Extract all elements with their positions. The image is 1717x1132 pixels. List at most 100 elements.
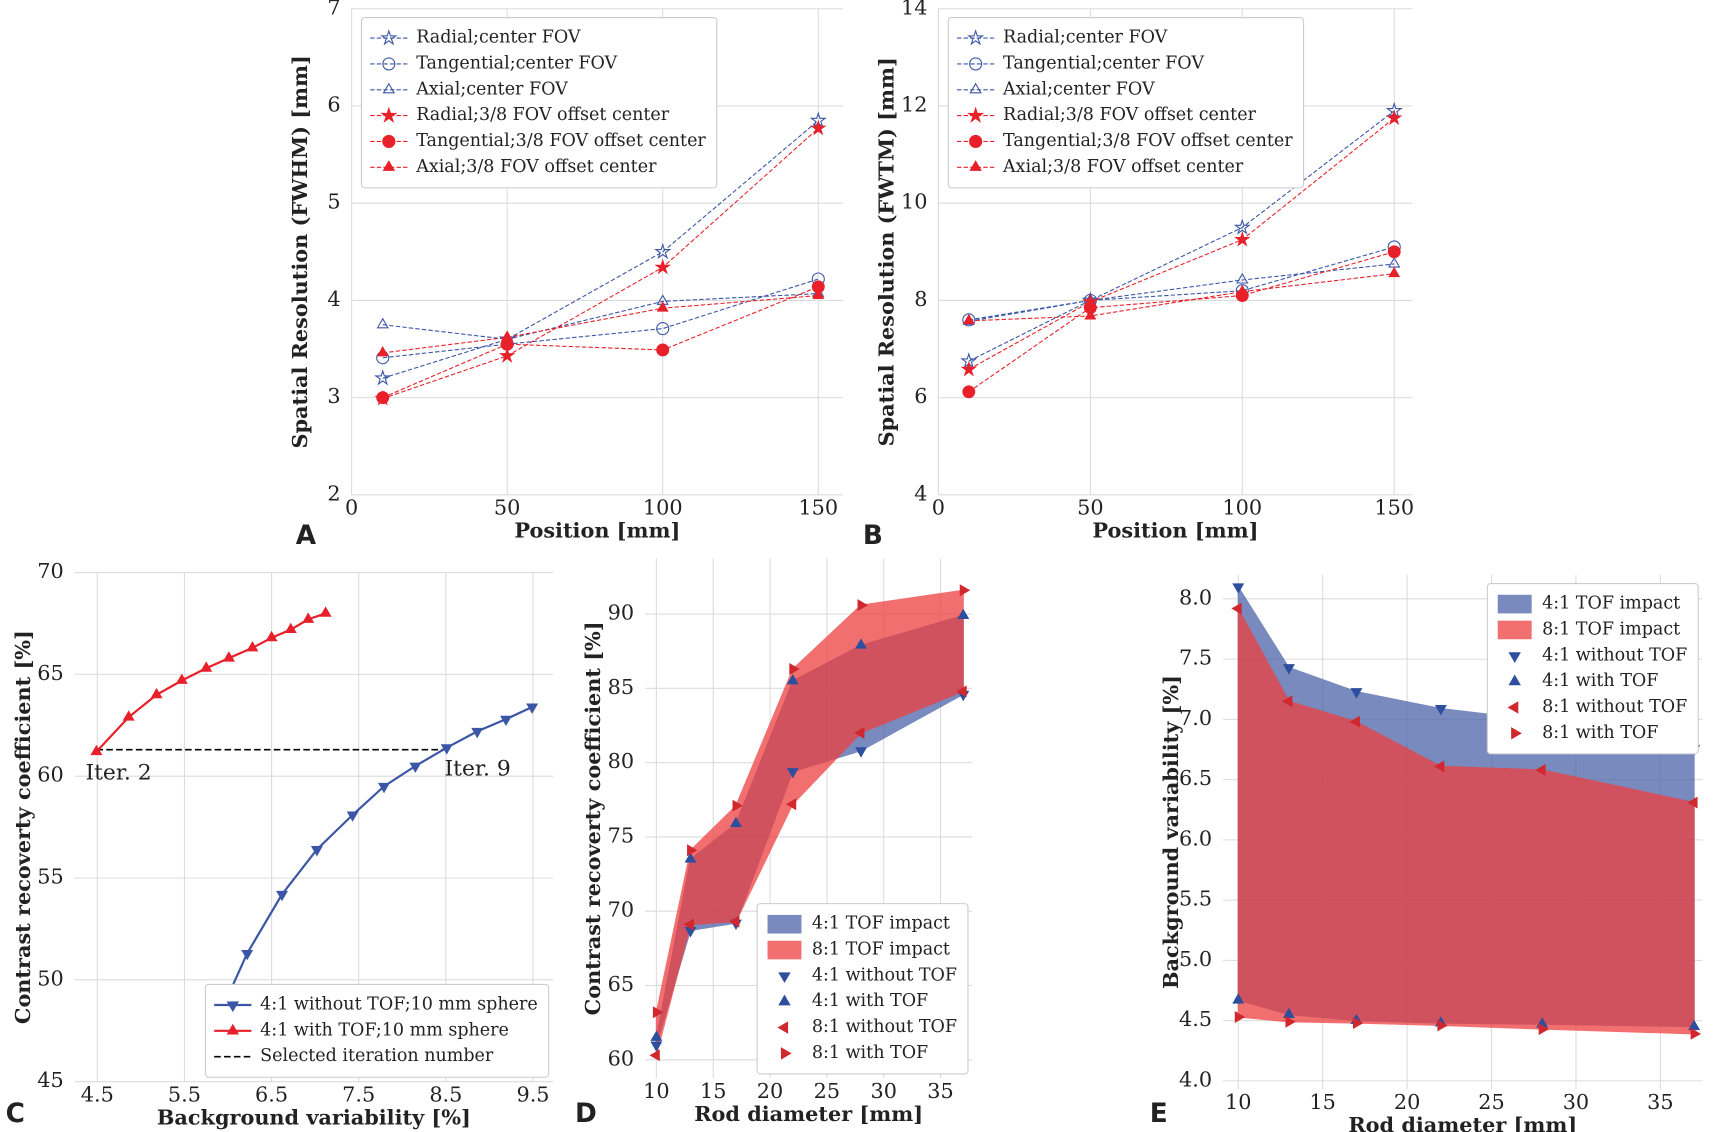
x-tick-label: 10 (643, 1079, 669, 1103)
legend-label: 8:1 without TOF (812, 1017, 957, 1037)
legend-label: 4:1 with TOF (1542, 671, 1658, 691)
marker (302, 612, 315, 623)
marker (175, 673, 188, 684)
x-tick-label: 35 (1647, 1090, 1673, 1114)
panel-label: D (575, 1099, 597, 1129)
marker (649, 1049, 660, 1062)
marker (1231, 602, 1242, 615)
legend-label: 8:1 TOF impact (812, 940, 950, 960)
marker (498, 347, 516, 363)
marker (200, 661, 213, 672)
marker (687, 844, 698, 857)
legend-label: Axial;3/8 FOV offset center (415, 157, 657, 177)
marker (310, 846, 323, 857)
marker (122, 710, 135, 721)
y-tick-label: 6 (914, 384, 927, 408)
y-tick-label: 65 (37, 661, 63, 685)
legend-label: 8:1 without TOF (1542, 697, 1687, 717)
marker (1233, 218, 1251, 235)
legend-label: 8:1 with TOF (1542, 723, 1658, 743)
marker (1350, 688, 1363, 699)
series-line (95, 612, 326, 753)
legend-marker (382, 82, 396, 94)
marker (855, 747, 867, 758)
y-tick-label: 8 (914, 287, 927, 311)
y-tick-label: 85 (608, 675, 634, 699)
marker (378, 782, 390, 794)
marker (1281, 695, 1293, 708)
legend-marker (380, 29, 398, 46)
y-axis-label: Spatial Resolution (FWTM) [mm] (874, 57, 899, 446)
series-line (382, 127, 819, 400)
series-line (382, 120, 819, 379)
x-tick-label: 35 (927, 1079, 953, 1103)
marker (1688, 1019, 1701, 1031)
marker (376, 346, 389, 357)
x-tick-label: 30 (1563, 1090, 1589, 1114)
marker (1437, 1019, 1448, 1032)
marker (729, 915, 740, 928)
legend-marker (1508, 652, 1521, 663)
marker (376, 391, 390, 405)
series-line (968, 246, 1395, 321)
marker (222, 651, 235, 662)
marker (654, 258, 672, 275)
marker (854, 638, 867, 649)
legend-marker (777, 1021, 789, 1034)
x-tick-label: 0 (932, 496, 945, 520)
x-tick-label: 100 (643, 496, 683, 520)
marker (1083, 301, 1097, 315)
x-tick-label: 7.5 (342, 1082, 375, 1106)
series-line (968, 263, 1395, 322)
legend-label: Axial;3/8 FOV offset center (1002, 157, 1244, 177)
y-tick-label: 3 (327, 384, 340, 408)
y-tick-label: 55 (37, 865, 63, 889)
legend-marker (780, 1047, 792, 1060)
x-tick-label: 20 (1394, 1090, 1420, 1114)
x-tick-label: 6.5 (255, 1082, 288, 1106)
y-tick-label: 14 (901, 0, 927, 19)
marker (246, 640, 259, 652)
marker (471, 727, 484, 739)
y-tick-label: 45 (37, 1068, 63, 1092)
legend: 4:1 TOF impact 8:1 TOF impact 4:1 without … (756, 903, 969, 1075)
marker (1282, 664, 1295, 675)
legend-label: 4:1 without TOF;10 mm sphere (260, 995, 538, 1015)
y-tick-label: 4.5 (1179, 1007, 1212, 1031)
legend-label: Selected iteration number (260, 1046, 494, 1066)
legend-swatch (767, 940, 802, 960)
marker (957, 608, 970, 619)
panel-label: B (863, 521, 883, 551)
marker (1434, 705, 1447, 716)
annotation: Iter. 9 (445, 757, 511, 782)
legend-label: Radial;center FOV (416, 28, 581, 48)
x-tick-label: 25 (1478, 1090, 1504, 1114)
marker (1282, 1007, 1295, 1019)
series-line (382, 278, 819, 359)
legend-marker (382, 160, 396, 171)
x-tick-label: 50 (494, 496, 520, 520)
marker (319, 606, 332, 617)
marker (683, 918, 694, 931)
marker (409, 762, 422, 773)
x-tick-label: 15 (1309, 1090, 1335, 1114)
marker (1687, 796, 1698, 809)
x-tick-label: 10 (1225, 1090, 1251, 1114)
marker (789, 663, 800, 676)
marker (1388, 266, 1401, 278)
legend-box (756, 903, 969, 1075)
marker (650, 1030, 663, 1041)
marker (857, 599, 868, 612)
marker (276, 890, 289, 902)
marker (656, 301, 669, 312)
marker (374, 369, 392, 386)
legend-marker (969, 82, 982, 94)
marker (440, 744, 453, 755)
x-axis-label: Rod diameter [mm] (1348, 1112, 1577, 1132)
legend-marker (969, 57, 983, 71)
marker (812, 288, 825, 299)
marker (652, 1006, 664, 1019)
x-axis-label: Position [mm] (514, 518, 680, 543)
y-tick-label: 60 (37, 763, 63, 787)
y-tick-label: 70 (37, 559, 63, 583)
